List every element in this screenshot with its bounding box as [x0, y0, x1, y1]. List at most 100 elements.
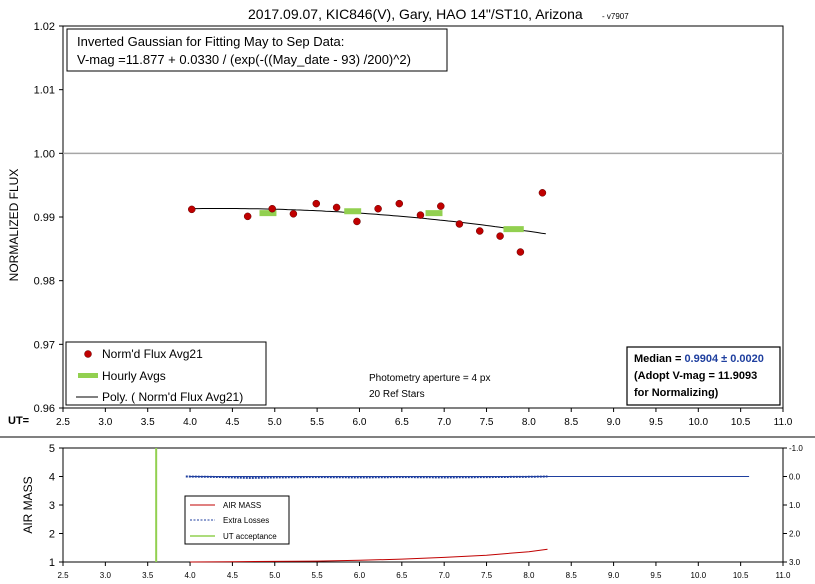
flux-ytick-label: 1.01	[34, 85, 55, 97]
airmass-xtick-label: 4.5	[227, 571, 239, 580]
airmass-xtick-label: 9.0	[608, 571, 620, 580]
flux-xtick-label: 4.5	[225, 417, 239, 428]
median-label: Median =	[634, 353, 684, 365]
flux-point	[268, 204, 276, 213]
flux-xtick-label: 9.5	[649, 417, 663, 428]
flux-xtick-label: 2.5	[56, 417, 70, 428]
airmass-xtick-label: 9.5	[650, 571, 662, 580]
flux-point	[476, 227, 484, 235]
flux-xtick-label: 3.5	[141, 417, 155, 428]
flux-point	[332, 203, 341, 212]
flux-ytick-label: 1.02	[34, 21, 55, 33]
flux-point	[243, 212, 252, 221]
airmass-xtick-label: 11.0	[776, 571, 792, 580]
extra-losses-line	[185, 475, 548, 479]
losses-ytick-label: -1.0	[789, 444, 803, 453]
photometry-aperture: Photometry aperture = 4 px	[369, 373, 490, 384]
median-normalizing: for Normalizing)	[634, 387, 719, 399]
median-adopt: (Adopt V-mag = 11.9093	[634, 370, 757, 382]
legend-losses-label: Extra Losses	[223, 516, 269, 525]
flux-xtick-label: 5.5	[310, 417, 324, 428]
flux-xtick-label: 7.0	[437, 417, 451, 428]
formula-annotation: Inverted Gaussian for Fitting May to Sep…	[66, 28, 448, 72]
airmass-xtick-label: 6.0	[354, 571, 366, 580]
flux-xtick-label: 6.0	[353, 417, 367, 428]
flux-xtick-label: 4.0	[183, 417, 197, 428]
airmass-xtick-label: 7.0	[439, 571, 451, 580]
chart-title-suffix: - v7907	[602, 12, 629, 21]
airmass-plot-area	[62, 447, 784, 563]
flux-xtick-label: 5.0	[268, 417, 282, 428]
airmass-ylabel: AIR MASS	[21, 476, 35, 533]
flux-xtick-label: 3.0	[98, 417, 112, 428]
flux-point	[455, 220, 464, 228]
airmass-xtick-label: 7.5	[481, 571, 493, 580]
losses-ytick-label: 2.0	[789, 530, 801, 539]
flux-legend: Norm'd Flux Avg21 Hourly Avgs Poly. ( No…	[65, 341, 267, 406]
airmass-xtick-label: 8.0	[523, 571, 535, 580]
chart-title: 2017.09.07, KIC846(V), Gary, HAO 14"/ST1…	[248, 6, 583, 22]
legend-hourly-marker	[78, 373, 98, 378]
flux-xtick-label: 9.0	[607, 417, 621, 428]
airmass-xtick-label: 6.5	[396, 571, 408, 580]
legend-airmass-label: AIR MASS	[223, 501, 261, 510]
airmass-ytick-label: 4	[49, 472, 55, 484]
flux-point	[395, 199, 404, 208]
airmass-line	[190, 548, 548, 563]
airmass-xtick-label: 10.0	[691, 571, 707, 580]
flux-point	[188, 205, 196, 214]
losses-ytick-label: 0.0	[789, 473, 801, 482]
flux-xtick-label: 7.5	[480, 417, 494, 428]
airmass-ytick-label: 2	[49, 529, 55, 541]
formula-line2: V-mag =11.877 + 0.0330 / (exp(-((May_dat…	[77, 52, 411, 67]
airmass-xtick-label: 5.5	[312, 571, 324, 580]
legend-poly-label: Poly. ( Norm'd Flux Avg21)	[102, 390, 243, 404]
poly-trend-line	[190, 208, 546, 235]
flux-ytick-label: 1.00	[34, 148, 55, 160]
flux-ytick-label: 0.97	[34, 339, 55, 351]
airmass-xtick-label: 4.0	[184, 571, 196, 580]
legend-flux-marker	[84, 350, 92, 358]
flux-point	[289, 210, 298, 218]
formula-line1: Inverted Gaussian for Fitting May to Sep…	[77, 34, 344, 49]
flux-point	[312, 199, 321, 208]
flux-point	[437, 202, 445, 210]
airmass-xtick-label: 8.5	[566, 571, 578, 580]
airmass-xtick-label: 2.5	[57, 571, 69, 580]
losses-ytick-label: 1.0	[789, 501, 801, 510]
airmass-xtick-label: 3.0	[100, 571, 112, 580]
flux-xtick-label: 11.0	[774, 417, 793, 428]
airmass-xtick-label: 10.5	[733, 571, 749, 580]
flux-xtick-label: 10.5	[731, 417, 751, 428]
median-value: 0.9904 ± 0.0020	[684, 353, 763, 365]
flux-xtick-label: 8.0	[522, 417, 536, 428]
flux-ylabel: NORMALIZED FLUX	[7, 169, 21, 282]
airmass-legend: AIR MASS Extra Losses UT acceptance	[184, 495, 290, 545]
flux-xtick-label: 6.5	[395, 417, 409, 428]
legend-ut-label: UT acceptance	[223, 532, 277, 541]
flux-point	[538, 189, 547, 197]
legend-flux-label: Norm'd Flux Avg21	[102, 347, 203, 361]
airmass-xtick-label: 5.0	[269, 571, 281, 580]
flux-point	[374, 204, 382, 213]
flux-point	[353, 217, 361, 226]
flux-point	[516, 248, 525, 256]
airmass-ytick-label: 1	[49, 557, 55, 569]
airmass-xtick-label: 3.5	[142, 571, 154, 580]
svg-text:Median = 0.9904 ± 0.0020: Median = 0.9904 ± 0.0020	[634, 353, 764, 365]
losses-ytick-label: 3.0	[789, 558, 801, 567]
median-box: Median = 0.9904 ± 0.0020 (Adopt V-mag = …	[626, 346, 781, 406]
flux-ytick-label: 0.98	[34, 276, 55, 288]
legend-hourly-label: Hourly Avgs	[102, 369, 166, 383]
flux-xtick-label: 10.0	[689, 417, 709, 428]
flux-ytick-label: 0.96	[34, 403, 55, 415]
photometry-ref-stars: 20 Ref Stars	[369, 389, 425, 400]
airmass-ytick-label: 5	[49, 443, 55, 455]
flux-xtick-label: 8.5	[564, 417, 578, 428]
airmass-ytick-label: 3	[49, 500, 55, 512]
flux-ytick-label: 0.99	[34, 212, 55, 224]
ut-prefix-label: UT=	[8, 415, 29, 427]
flux-point	[496, 232, 504, 240]
flux-point	[416, 211, 425, 219]
